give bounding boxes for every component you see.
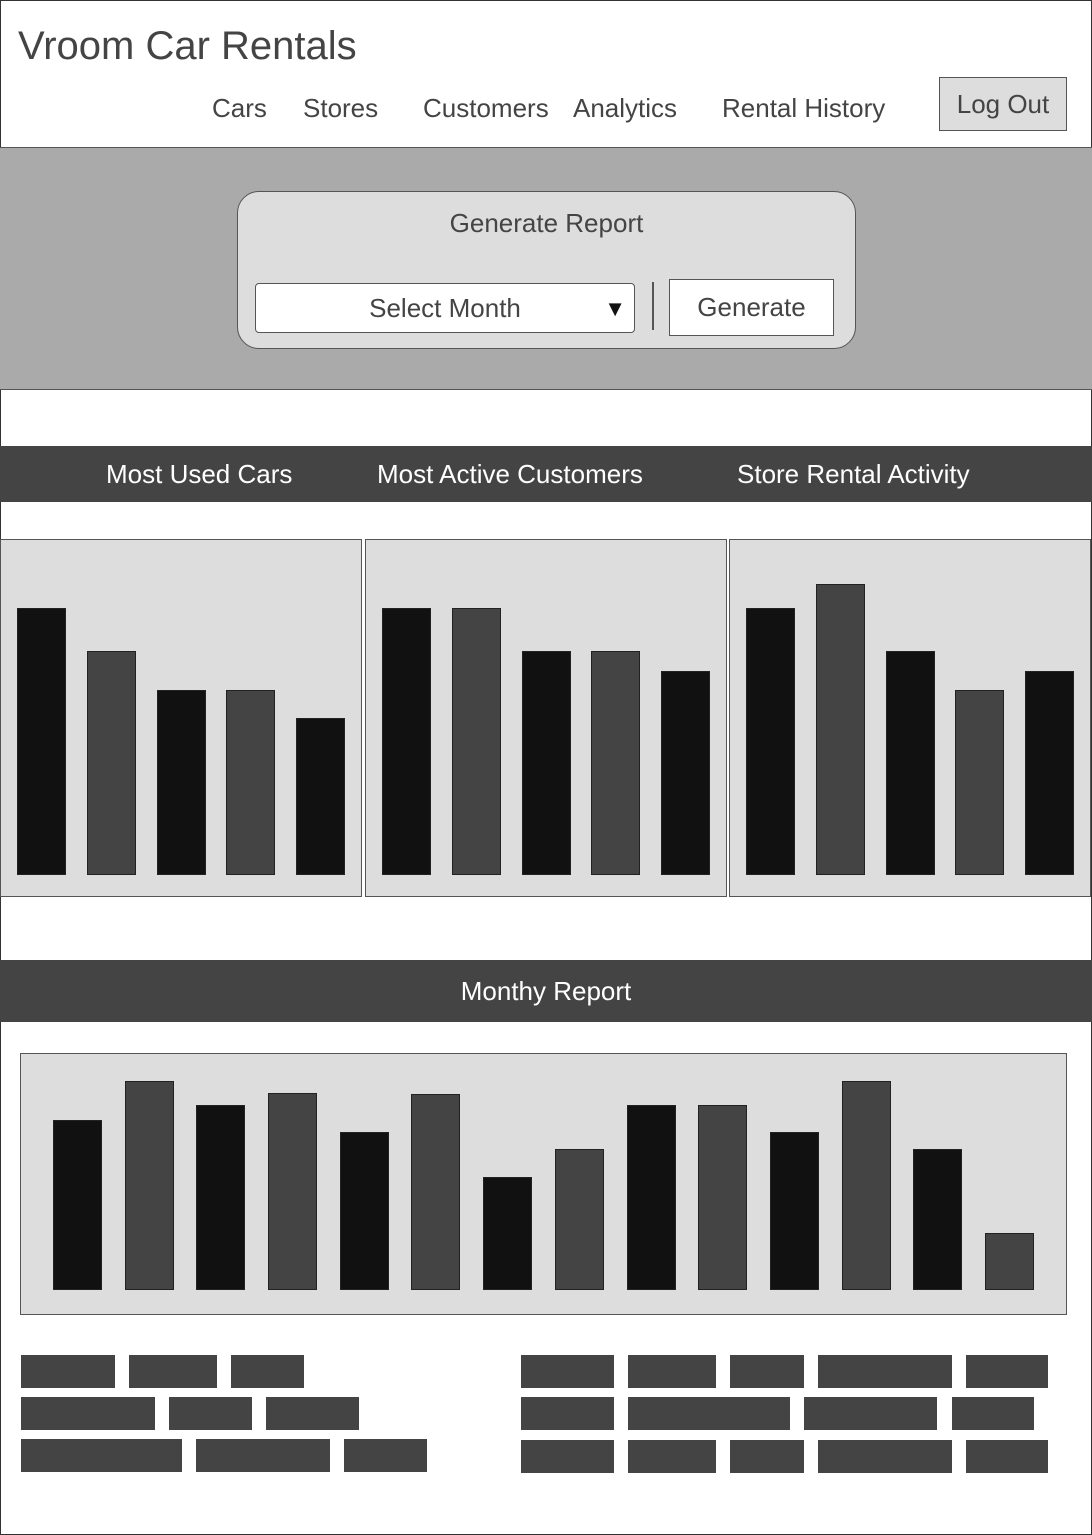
chart-bar [296, 718, 345, 875]
dropdown-caret-icon: ▼ [604, 296, 626, 321]
chart-bar [842, 1081, 891, 1290]
placeholder-block [818, 1355, 952, 1388]
placeholder-block [966, 1440, 1048, 1473]
month-select-label: Select Month [369, 292, 521, 323]
chart-bar [627, 1105, 676, 1290]
chart-bar [53, 1120, 102, 1290]
placeholder-block [628, 1397, 790, 1430]
tab-most-active-customers[interactable]: Most Active Customers [377, 459, 643, 489]
tab-store-rental-activity[interactable]: Store Rental Activity [737, 459, 970, 489]
generate-report-card: Generate Report Select Month ▼ Generate [237, 191, 856, 349]
chart-bar [1025, 671, 1074, 875]
chart-bar [196, 1105, 245, 1290]
chart-bar [886, 651, 935, 875]
chart-bar [698, 1105, 747, 1290]
placeholder-block [344, 1439, 427, 1472]
chart-bar [770, 1132, 819, 1290]
placeholder-block [169, 1397, 252, 1430]
chart-bar [746, 608, 795, 875]
placeholder-block [266, 1397, 359, 1430]
nav-rental-history[interactable]: Rental History [722, 93, 886, 123]
chart-bar [591, 651, 640, 875]
chart-bar [483, 1177, 532, 1290]
chart-bar [661, 671, 710, 875]
placeholder-block [818, 1440, 952, 1473]
placeholder-block [21, 1439, 182, 1472]
report-title: Generate Report [449, 208, 644, 238]
placeholder-block [804, 1397, 937, 1430]
chart-bar [157, 690, 206, 875]
chart-bar [87, 651, 136, 875]
chart-bar [985, 1233, 1034, 1290]
placeholder-block [730, 1440, 804, 1473]
placeholder-block [966, 1355, 1048, 1388]
placeholder-block [952, 1397, 1034, 1430]
placeholder-block [129, 1355, 217, 1388]
placeholder-block [521, 1397, 614, 1430]
most-active-customers-chart [365, 539, 727, 897]
generate-button[interactable]: Generate [669, 279, 834, 336]
tab-most-used-cars[interactable]: Most Used Cars [106, 459, 293, 489]
nav-customers[interactable]: Customers [423, 93, 549, 123]
chart-bar [522, 651, 571, 875]
placeholder-block [21, 1355, 115, 1388]
monthly-report-chart [20, 1053, 1067, 1315]
nav-cars[interactable]: Cars [212, 93, 267, 123]
most-used-cars-chart [0, 539, 362, 897]
logout-button[interactable]: Log Out [939, 77, 1067, 131]
divider [652, 282, 654, 330]
chart-bar [268, 1093, 317, 1290]
analytics-tab-bar: Most Used Cars Most Active Customers Sto… [0, 446, 1092, 502]
nav-analytics[interactable]: Analytics [573, 93, 678, 123]
placeholder-block [196, 1439, 330, 1472]
chart-bar [382, 608, 431, 875]
chart-bar [955, 690, 1004, 875]
placeholder-block [628, 1355, 716, 1388]
chart-bar [226, 690, 275, 875]
placeholder-block [21, 1397, 155, 1430]
chart-bar [555, 1149, 604, 1290]
nav-stores[interactable]: Stores [303, 93, 379, 123]
app-title: Vroom Car Rentals [18, 24, 357, 68]
chart-bar [452, 608, 501, 875]
placeholder-block [231, 1355, 304, 1388]
chart-bar [411, 1094, 460, 1290]
month-select[interactable]: Select Month ▼ [255, 283, 635, 333]
placeholder-block [521, 1355, 614, 1388]
chart-bar [125, 1081, 174, 1290]
placeholder-block [730, 1355, 804, 1388]
chart-bar [17, 608, 66, 875]
store-rental-activity-chart [729, 539, 1091, 897]
placeholder-block [521, 1440, 614, 1473]
chart-bar [913, 1149, 962, 1290]
chart-bar [340, 1132, 389, 1290]
placeholder-block [628, 1440, 716, 1473]
monthly-report-header: Monthy Report [0, 960, 1092, 1022]
chart-bar [816, 584, 865, 875]
